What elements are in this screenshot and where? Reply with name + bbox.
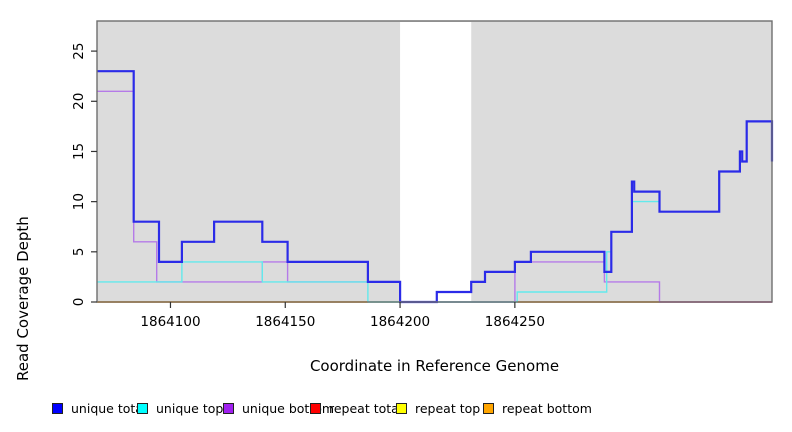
legend: unique total unique top unique bottom repea… [0,398,792,422]
legend-swatch-unique-top [137,402,148,414]
x-tick-label: 1864150 [255,314,315,330]
x-tick-label: 1864100 [140,314,200,330]
y-tick-label: 20 [71,93,87,110]
legend-label: repeat total [329,400,403,416]
x-tick-label: 1864250 [485,314,545,330]
x-tick-label: 1864200 [370,314,430,330]
series-unique-total [97,70,774,304]
legend-label: repeat top [415,400,481,416]
y-tick-label: 5 [71,248,87,257]
legend-item-repeat-bottom: repeat bottom [483,398,592,418]
legend-swatch-repeat-top [396,402,407,414]
legend-item-repeat-total: repeat total [310,398,402,418]
legend-swatch-unique-bottom [223,402,234,414]
x-axis-label: Coordinate in Reference Genome [309,357,560,375]
legend-item-repeat-top: repeat top [396,398,480,418]
y-tick-label: 0 [71,298,87,307]
highlight-band [400,22,472,302]
legend-swatch-unique-total [52,402,63,414]
y-tick-label: 15 [71,143,87,160]
legend-swatch-repeat-total [310,402,321,414]
plot-frame [96,20,773,303]
y-axis-label: Read Coverage Depth [14,216,32,381]
legend-item-unique-top: unique top [137,398,223,418]
legend-label: repeat bottom [502,400,592,416]
legend-label: unique total [71,400,147,416]
y-tick-label: 25 [71,43,87,60]
legend-label: unique top [156,400,224,416]
legend-swatch-repeat-bottom [483,402,494,414]
y-tick-label: 10 [71,193,87,210]
legend-item-unique-total: unique total [52,398,146,418]
